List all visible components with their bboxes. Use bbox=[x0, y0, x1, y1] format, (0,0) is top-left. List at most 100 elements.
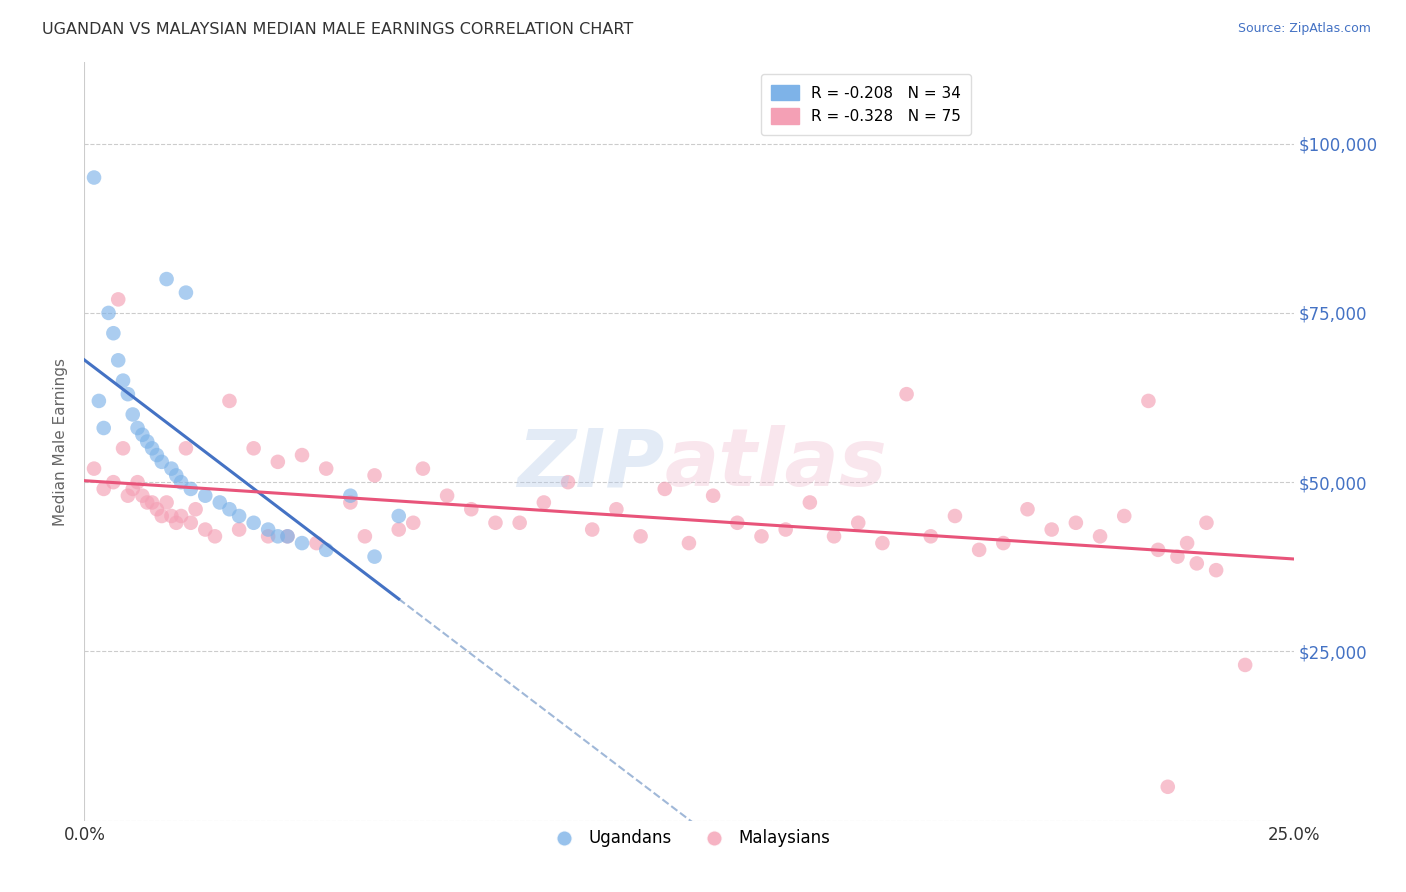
Point bbox=[160, 461, 183, 475]
Point bbox=[276, 529, 298, 543]
Point bbox=[267, 529, 290, 543]
Text: UGANDAN VS MALAYSIAN MEDIAN MALE EARNINGS CORRELATION CHART: UGANDAN VS MALAYSIAN MEDIAN MALE EARNING… bbox=[42, 22, 634, 37]
Point bbox=[131, 489, 153, 503]
Point bbox=[208, 495, 231, 509]
Point bbox=[136, 434, 159, 449]
Point bbox=[1137, 393, 1160, 408]
Point bbox=[103, 326, 125, 341]
Point bbox=[872, 536, 894, 550]
Point bbox=[136, 495, 159, 509]
Point bbox=[107, 353, 129, 368]
Point bbox=[257, 523, 280, 537]
Point bbox=[180, 482, 202, 496]
Point bbox=[170, 508, 193, 523]
Point bbox=[174, 285, 197, 300]
Point bbox=[1064, 516, 1087, 530]
Point bbox=[83, 170, 105, 185]
Point bbox=[823, 529, 845, 543]
Point bbox=[184, 502, 207, 516]
Text: Source: ZipAtlas.com: Source: ZipAtlas.com bbox=[1237, 22, 1371, 36]
Point bbox=[315, 542, 337, 557]
Point bbox=[1234, 657, 1257, 672]
Point bbox=[678, 536, 700, 550]
Point bbox=[896, 387, 918, 401]
Point bbox=[103, 475, 125, 490]
Point bbox=[920, 529, 942, 543]
Point bbox=[557, 475, 579, 490]
Point bbox=[1147, 542, 1170, 557]
Point bbox=[174, 442, 197, 456]
Point bbox=[194, 523, 217, 537]
Point bbox=[146, 502, 169, 516]
Legend: Ugandans, Malaysians: Ugandans, Malaysians bbox=[540, 822, 838, 854]
Point bbox=[363, 468, 385, 483]
Point bbox=[460, 502, 482, 516]
Point bbox=[218, 393, 240, 408]
Point bbox=[412, 461, 434, 475]
Point bbox=[1088, 529, 1111, 543]
Text: atlas: atlas bbox=[665, 425, 887, 503]
Point bbox=[1205, 563, 1227, 577]
Point bbox=[165, 468, 187, 483]
Point bbox=[484, 516, 506, 530]
Point bbox=[194, 489, 217, 503]
Point bbox=[1114, 508, 1136, 523]
Point bbox=[146, 448, 169, 462]
Point bbox=[83, 461, 105, 475]
Point bbox=[180, 516, 202, 530]
Point bbox=[630, 529, 652, 543]
Point bbox=[127, 475, 149, 490]
Point bbox=[121, 482, 143, 496]
Point bbox=[107, 293, 129, 307]
Point bbox=[339, 489, 361, 503]
Point bbox=[1185, 557, 1208, 571]
Point bbox=[141, 495, 163, 509]
Point bbox=[1195, 516, 1218, 530]
Point bbox=[127, 421, 149, 435]
Point bbox=[1017, 502, 1039, 516]
Point bbox=[131, 427, 153, 442]
Point bbox=[204, 529, 226, 543]
Point bbox=[291, 536, 314, 550]
Point bbox=[315, 461, 337, 475]
Point bbox=[943, 508, 966, 523]
Point bbox=[751, 529, 773, 543]
Point bbox=[388, 508, 411, 523]
Point bbox=[218, 502, 240, 516]
Point bbox=[702, 489, 724, 503]
Point bbox=[165, 516, 187, 530]
Point bbox=[155, 495, 177, 509]
Point bbox=[436, 489, 458, 503]
Point bbox=[1166, 549, 1188, 564]
Point bbox=[509, 516, 531, 530]
Point bbox=[799, 495, 821, 509]
Point bbox=[1040, 523, 1063, 537]
Point bbox=[93, 421, 115, 435]
Point bbox=[117, 489, 139, 503]
Point bbox=[150, 508, 173, 523]
Point bbox=[267, 455, 290, 469]
Point bbox=[228, 508, 250, 523]
Point bbox=[1175, 536, 1198, 550]
Point bbox=[363, 549, 385, 564]
Point bbox=[276, 529, 298, 543]
Point bbox=[117, 387, 139, 401]
Point bbox=[160, 508, 183, 523]
Point bbox=[112, 442, 135, 456]
Point bbox=[1157, 780, 1180, 794]
Point bbox=[967, 542, 990, 557]
Point bbox=[605, 502, 627, 516]
Point bbox=[93, 482, 115, 496]
Point bbox=[121, 408, 143, 422]
Point bbox=[150, 455, 173, 469]
Point bbox=[725, 516, 748, 530]
Point bbox=[97, 306, 120, 320]
Point bbox=[242, 442, 264, 456]
Text: ZIP: ZIP bbox=[517, 425, 665, 503]
Point bbox=[388, 523, 411, 537]
Point bbox=[155, 272, 177, 286]
Point bbox=[993, 536, 1015, 550]
Point bbox=[775, 523, 797, 537]
Point bbox=[846, 516, 869, 530]
Point bbox=[402, 516, 425, 530]
